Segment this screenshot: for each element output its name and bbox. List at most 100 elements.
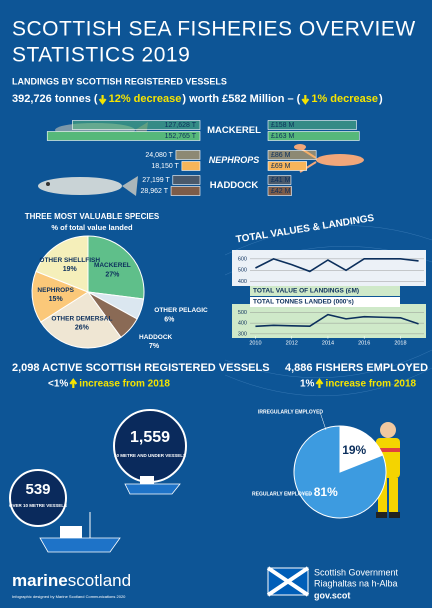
slice-label: NEPHROPS [37,287,74,294]
slice-value: 19% [63,266,78,273]
gov-url: gov.scot [314,590,350,600]
logo: marinescotland [12,571,131,590]
slice-value: 19% [342,443,366,457]
subtitle: LANDINGS BY SCOTTISH REGISTERED VESSELS [12,76,227,86]
pie-slice [40,291,122,349]
panel-label: TOTAL VALUE OF LANDINGS (£M) [253,288,359,295]
up-arrow [315,378,324,388]
tonnes-bar [46,131,201,141]
pie-slice [339,425,384,473]
y-tick-label: 400 [238,279,247,285]
value-label: £69 M [271,163,291,170]
value-bar [267,120,357,130]
slice-label: OTHER SHELLFISH [39,257,100,264]
pie-slice [87,235,145,300]
pie-slice [293,425,387,519]
trend-line [255,257,419,273]
down-arrow [98,95,107,105]
y-tick-label: 600 [238,256,247,262]
x-tick-label: 2018 [394,340,406,346]
pie-slice [31,270,90,323]
panel-label-bg [250,286,400,296]
value-bar [267,150,317,160]
small-boat [124,476,181,495]
x-tick-label: 2010 [249,340,261,346]
tonnes-label: 152,765 T [165,133,197,140]
pie-title: THREE MOST VALUABLE SPECIES [25,212,160,221]
vessels-change: <1% increase from 2018 [48,378,170,390]
saltire-flag [266,566,310,597]
y-tick-label: 500 [238,268,247,274]
species-label: HADDOCK [210,180,259,191]
vessel-label: OVER 10 METRE VESSELS [9,503,67,508]
up-arrow [69,378,78,388]
tonnes-label: 24,080 T [145,152,173,159]
panel-label: TOTAL TONNES LANDED (000's) [253,299,354,306]
net-decoration [224,225,432,397]
x-tick-label: 2016 [358,340,370,346]
change-value: 1% [300,379,315,390]
slice-label: HADDOCK [139,334,173,341]
x-tick-label: 2012 [286,340,298,346]
tonnes-label: 127,628 T [165,122,197,129]
title: SCOTTISH SEA FISHERIES OVERVIEW [12,18,416,41]
y-tick-label: 300 [238,331,247,337]
summary-text: ) [379,93,383,105]
value-label: £41 M [271,177,291,184]
x-tick-label: 2014 [322,340,334,346]
tonnes-label: 18,150 T [151,163,179,170]
vessel-label: 10 METRE AND UNDER VESSELS [114,453,186,458]
slice-label: OTHER DEMERSAL [51,316,112,323]
summary: 392,726 tonnes (12% decrease) worth £582… [12,93,383,105]
tonnes-bar [181,161,201,171]
credit: Infographic designed by Marine Scotland … [12,594,126,599]
leader-line [319,411,327,431]
change-text: increase from 2018 [79,379,170,390]
panel-bg [232,304,426,338]
title: STATISTICS 2019 [12,44,190,67]
employment-title: 4,886 FISHERS EMPLOYED [285,362,428,374]
slice-value: 81% [314,485,338,499]
large-boat [39,512,121,553]
employment-change: 1% increase from 2018 [300,378,417,390]
trend-line [255,313,419,328]
tonnes-bar [170,186,201,196]
tonnes-bar [175,150,201,160]
value-bar [267,175,292,185]
summary-text: 392,726 tonnes ( [12,93,98,105]
slice-label: MACKEREL [94,262,131,269]
logo-part: scotland [68,571,131,590]
down-arrow [301,95,310,105]
value-bar [267,186,292,196]
value-label: £86 M [271,152,291,159]
gov-name: Riaghaltas na h-Alba [314,578,398,588]
value-label: £158 M [271,122,295,129]
value-label: £42 M [271,188,291,195]
species-label: MACKEREL [207,125,261,136]
pie-slice [35,235,89,293]
slice-value: 27% [105,271,120,278]
change-text: increase from 2018 [325,379,416,390]
pie-subtitle: % of total value landed [51,223,133,232]
summary-change: 12% decrease [109,93,182,105]
haddock-icon [38,176,138,196]
tonnes-label: 28,962 T [141,188,169,195]
panel-bg [232,250,426,286]
employment-label: REGULARLY EMPLOYED [252,491,312,497]
slice-label: OTHER PELAGIC [154,307,208,314]
value-bar [267,161,307,171]
slice-value: 6% [164,316,175,323]
gov-name: Scottish Government [314,567,399,577]
vessel-circle [9,469,67,527]
panel-label-bg [250,297,400,307]
slice-value: 7% [149,343,160,350]
value-label: £163 M [271,133,295,140]
value-bar [267,131,360,141]
y-tick-label: 500 [238,310,247,316]
species-label: NEPHROPS [209,155,260,165]
vessel-count: 539 [25,481,50,498]
slice-value: 15% [49,296,64,303]
tonnes-label: 27,199 T [142,177,170,184]
vessel-count: 1,559 [130,429,170,446]
